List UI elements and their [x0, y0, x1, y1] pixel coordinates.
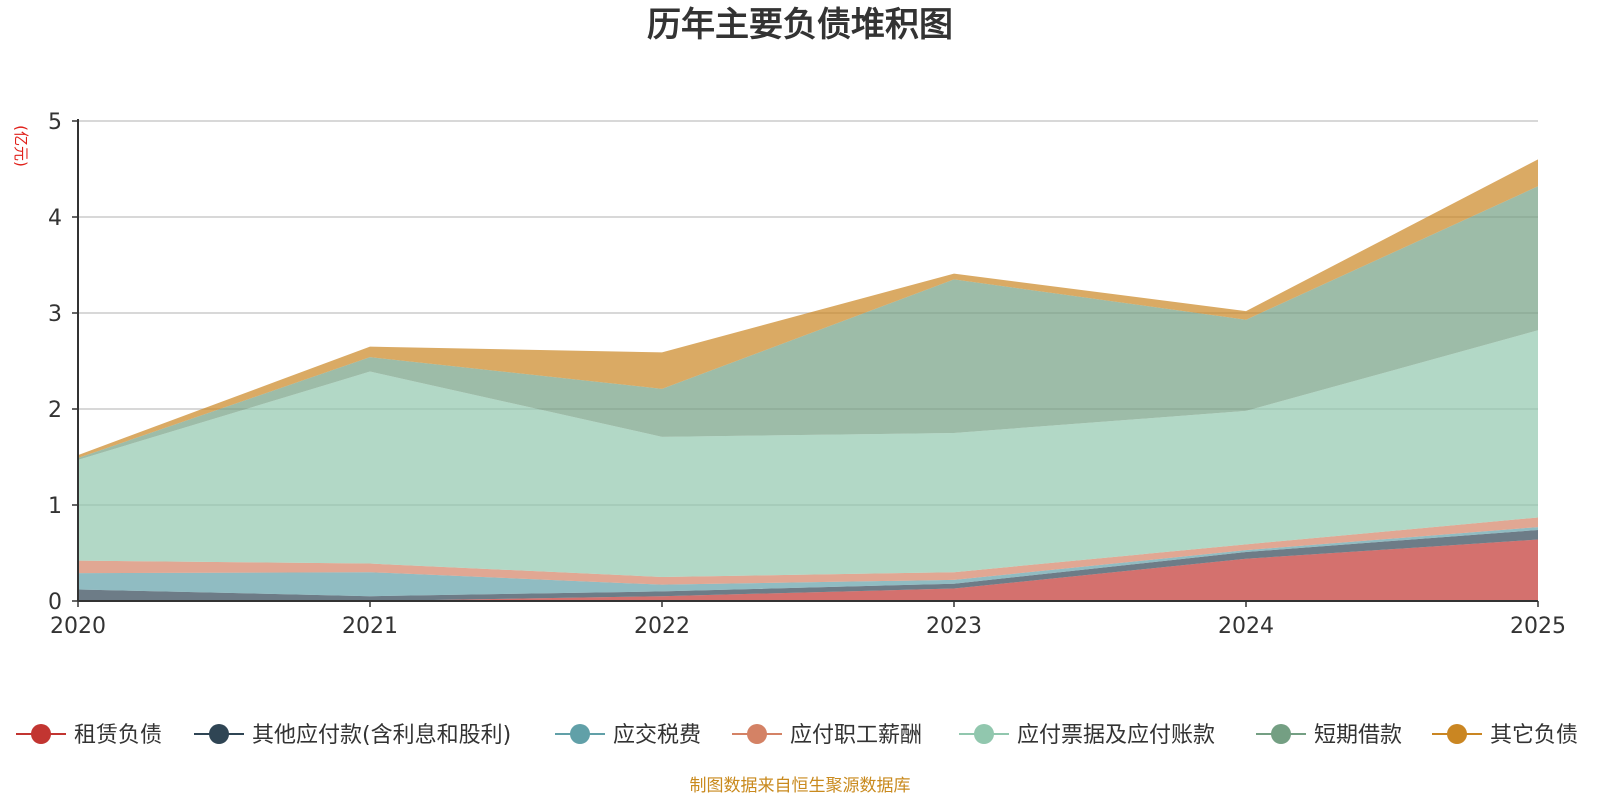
- x-tick-label: 2024: [1218, 614, 1274, 639]
- area-series-2[interactable]: [78, 529, 1538, 601]
- legend-circle-marker: [1271, 724, 1291, 744]
- legend-label: 应交税费: [613, 723, 701, 748]
- legend-circle-marker: [1447, 724, 1467, 744]
- y-tick-label: 0: [48, 590, 62, 615]
- legend-label: 短期借款: [1314, 723, 1402, 748]
- legend-circle-marker: [747, 724, 767, 744]
- y-tick-label: 5: [48, 110, 62, 135]
- legend-circle-marker: [974, 724, 994, 744]
- data-source-note: 制图数据来自恒生聚源数据库: [690, 776, 911, 796]
- x-tick-label: 2022: [634, 614, 690, 639]
- legend[interactable]: 租赁负债 其他应付款(含利息和股利) 应交税费 应付职工薪酬 应付票据及应付账款 短期借款…: [16, 723, 1578, 748]
- legend-label: 租赁负债: [74, 723, 162, 748]
- y-tick-label: 2: [48, 398, 62, 423]
- legend-item-5[interactable]: 应付票据及应付账款: [959, 723, 1215, 748]
- area-series-1[interactable]: [78, 539, 1538, 601]
- y-axis-unit-label: (亿元): [12, 125, 30, 167]
- x-tick-label: 2020: [50, 614, 106, 639]
- area-series-4[interactable]: [78, 517, 1538, 585]
- chart-title: 历年主要负债堆积图: [647, 5, 953, 45]
- y-tick-label: 3: [48, 302, 62, 327]
- legend-item-6[interactable]: 短期借款: [1256, 723, 1402, 748]
- legend-circle-marker: [209, 724, 229, 744]
- legend-item-4[interactable]: 应付职工薪酬: [732, 723, 922, 748]
- legend-item-1[interactable]: 租赁负债: [16, 723, 162, 748]
- area-series-5[interactable]: [78, 330, 1538, 577]
- legend-item-7[interactable]: 其它负债: [1432, 723, 1578, 748]
- legend-label: 应付票据及应付账款: [1017, 723, 1215, 748]
- legend-item-3[interactable]: 应交税费: [555, 723, 701, 748]
- area-series-6[interactable]: [78, 186, 1538, 460]
- y-tick-label: 4: [48, 206, 62, 231]
- legend-label: 其他应付款(含利息和股利): [252, 723, 511, 748]
- legend-label: 应付职工薪酬: [790, 723, 922, 748]
- x-tick-label: 2023: [926, 614, 982, 639]
- axes: 0 1 2 3 4 5 2020 2021 2022 2023 2024 2025: [48, 110, 1566, 639]
- legend-circle-marker: [31, 724, 51, 744]
- area-series-3[interactable]: [78, 527, 1538, 597]
- legend-label: 其它负债: [1490, 723, 1578, 748]
- x-tick-label: 2021: [342, 614, 398, 639]
- legend-circle-marker: [570, 724, 590, 744]
- y-tick-label: 1: [48, 494, 62, 519]
- legend-item-2[interactable]: 其他应付款(含利息和股利): [194, 723, 511, 748]
- area-series-group: [78, 159, 1538, 601]
- x-tick-label: 2025: [1510, 614, 1566, 639]
